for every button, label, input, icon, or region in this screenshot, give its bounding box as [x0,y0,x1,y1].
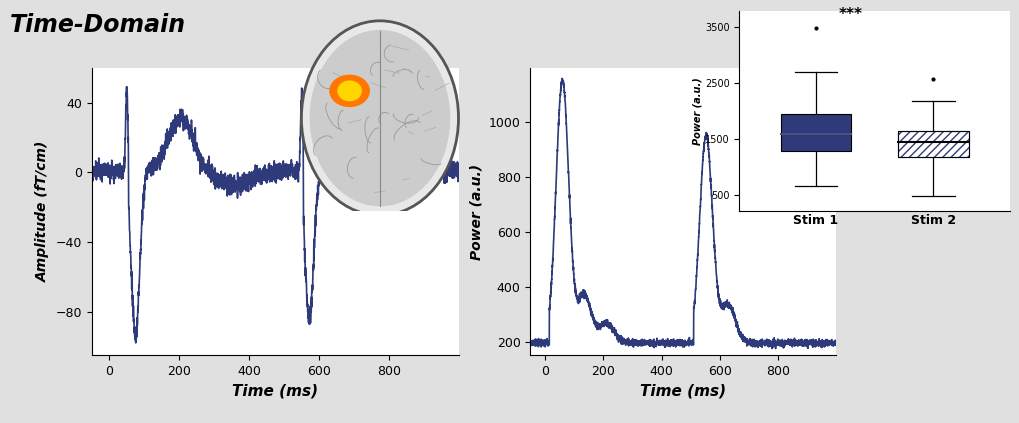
Ellipse shape [337,81,361,101]
Ellipse shape [310,30,449,206]
Bar [780,114,850,151]
Bar [898,131,968,157]
Ellipse shape [330,75,369,107]
Bar [898,131,968,157]
Y-axis label: Power (a.u.): Power (a.u.) [469,163,483,260]
Text: ***: *** [839,7,862,22]
Text: Time-Domain: Time-Domain [10,13,186,37]
Y-axis label: Power (a.u.): Power (a.u.) [692,77,701,145]
Y-axis label: Amplitude (fT/cm): Amplitude (fT/cm) [36,141,50,282]
Ellipse shape [302,21,459,215]
X-axis label: Time (ms): Time (ms) [640,384,726,398]
X-axis label: Time (ms): Time (ms) [232,384,318,398]
